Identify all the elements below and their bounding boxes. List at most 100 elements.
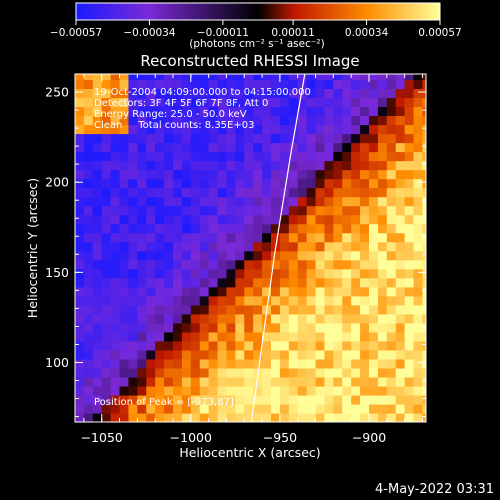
heatmap-cell bbox=[181, 160, 192, 171]
heatmap-cell bbox=[217, 241, 228, 252]
heatmap-cell bbox=[181, 178, 192, 189]
heatmap-cell bbox=[306, 250, 317, 261]
heatmap-cell bbox=[297, 340, 308, 351]
heatmap-cell bbox=[244, 340, 254, 351]
heatmap-cell bbox=[360, 151, 370, 162]
heatmap-cell bbox=[101, 376, 112, 387]
heatmap-cell bbox=[297, 223, 308, 234]
heatmap-cell bbox=[279, 394, 290, 405]
heatmap-cell bbox=[181, 349, 192, 360]
heatmap-cell bbox=[119, 394, 130, 405]
heatmap-cell bbox=[253, 88, 263, 99]
heatmap-cell bbox=[395, 340, 406, 351]
heatmap-cell bbox=[217, 223, 228, 234]
heatmap-cell bbox=[386, 88, 397, 99]
heatmap-cell bbox=[110, 160, 121, 171]
heatmap-cell bbox=[279, 322, 290, 333]
heatmap-cell bbox=[377, 304, 388, 315]
heatmap-cell bbox=[83, 74, 94, 81]
heatmap-cell bbox=[422, 74, 426, 81]
heatmap-cell bbox=[83, 88, 94, 99]
heatmap-cell bbox=[208, 205, 219, 216]
heatmap-cell bbox=[83, 151, 94, 162]
heatmap-cell bbox=[253, 295, 263, 306]
heatmap-cell bbox=[190, 232, 201, 243]
heatmap-cell bbox=[199, 97, 210, 108]
heatmap-cell bbox=[395, 412, 406, 422]
heatmap-cell bbox=[146, 349, 156, 360]
heatmap-cell bbox=[386, 142, 397, 153]
heatmap-cell bbox=[164, 277, 174, 288]
heatmap-cell bbox=[119, 133, 130, 144]
heatmap-cell bbox=[351, 142, 361, 153]
heatmap-cell bbox=[360, 74, 370, 81]
heatmap-cell bbox=[244, 115, 254, 126]
heatmap-cell bbox=[190, 205, 201, 216]
heatmap-cell bbox=[244, 295, 254, 306]
heatmap-cell bbox=[253, 124, 263, 135]
heatmap-cell bbox=[368, 313, 379, 324]
heatmap-cell bbox=[190, 196, 201, 207]
heatmap-cell bbox=[368, 304, 379, 315]
heatmap-cell bbox=[181, 205, 192, 216]
heatmap-cell bbox=[92, 412, 103, 422]
heatmap-cell bbox=[262, 394, 272, 405]
heatmap-cell bbox=[413, 241, 424, 252]
heatmap-cell bbox=[181, 250, 192, 261]
heatmap-cell bbox=[181, 358, 192, 369]
heatmap-cell bbox=[190, 385, 201, 396]
heatmap-cell bbox=[128, 394, 138, 405]
heatmap-cell bbox=[360, 394, 370, 405]
heatmap-cell bbox=[190, 367, 201, 378]
heatmap-cell bbox=[288, 250, 299, 261]
heatmap-cell bbox=[279, 295, 290, 306]
heatmap-cell bbox=[226, 178, 236, 189]
heatmap-cell bbox=[333, 178, 343, 189]
heatmap-cell bbox=[137, 241, 147, 252]
heatmap-cell bbox=[279, 223, 290, 234]
heatmap-cell bbox=[315, 295, 326, 306]
heatmap-cell bbox=[235, 412, 245, 422]
heatmap-cell bbox=[137, 250, 147, 261]
heatmap-cell bbox=[190, 340, 201, 351]
heatmap-cell bbox=[75, 223, 85, 234]
heatmap-cell bbox=[217, 277, 228, 288]
heatmap-cell bbox=[172, 74, 183, 81]
heatmap-cell bbox=[413, 187, 424, 198]
heatmap-cell bbox=[128, 358, 138, 369]
heatmap-cell bbox=[386, 349, 397, 360]
heatmap-cell bbox=[368, 268, 379, 279]
heatmap-cell bbox=[386, 259, 397, 270]
heatmap-cell bbox=[422, 340, 426, 351]
heatmap-cell bbox=[119, 124, 130, 135]
heatmap-cell bbox=[297, 331, 308, 342]
heatmap-cell bbox=[422, 268, 426, 279]
heatmap-cell bbox=[395, 97, 406, 108]
y-tick-label: 250 bbox=[45, 85, 69, 100]
heatmap-cell bbox=[190, 295, 201, 306]
heatmap-cell bbox=[253, 349, 263, 360]
heatmap-cell bbox=[270, 214, 281, 225]
heatmap-cell bbox=[377, 178, 388, 189]
heatmap-cell bbox=[297, 97, 308, 108]
heatmap-cell bbox=[101, 160, 112, 171]
heatmap-cell bbox=[226, 241, 236, 252]
heatmap-cell bbox=[422, 142, 426, 153]
heatmap-cell bbox=[146, 214, 156, 225]
heatmap-cell bbox=[297, 376, 308, 387]
heatmap-cell bbox=[155, 340, 165, 351]
heatmap-cell bbox=[253, 313, 263, 324]
heatmap-cell bbox=[377, 331, 388, 342]
heatmap-cell bbox=[83, 268, 94, 279]
heatmap-cell bbox=[404, 241, 415, 252]
heatmap-cell bbox=[155, 322, 165, 333]
heatmap-cell bbox=[342, 142, 352, 153]
heatmap-cell bbox=[199, 322, 210, 333]
annotation-time: 19-Oct-2004 04:09:00.000 to 04:15:00.000 bbox=[94, 87, 311, 98]
heatmap-cell bbox=[297, 268, 308, 279]
heatmap-cell bbox=[333, 115, 343, 126]
heatmap-cell bbox=[377, 412, 388, 422]
heatmap-cell bbox=[270, 385, 281, 396]
heatmap-cell bbox=[422, 259, 426, 270]
heatmap-cell bbox=[110, 331, 121, 342]
